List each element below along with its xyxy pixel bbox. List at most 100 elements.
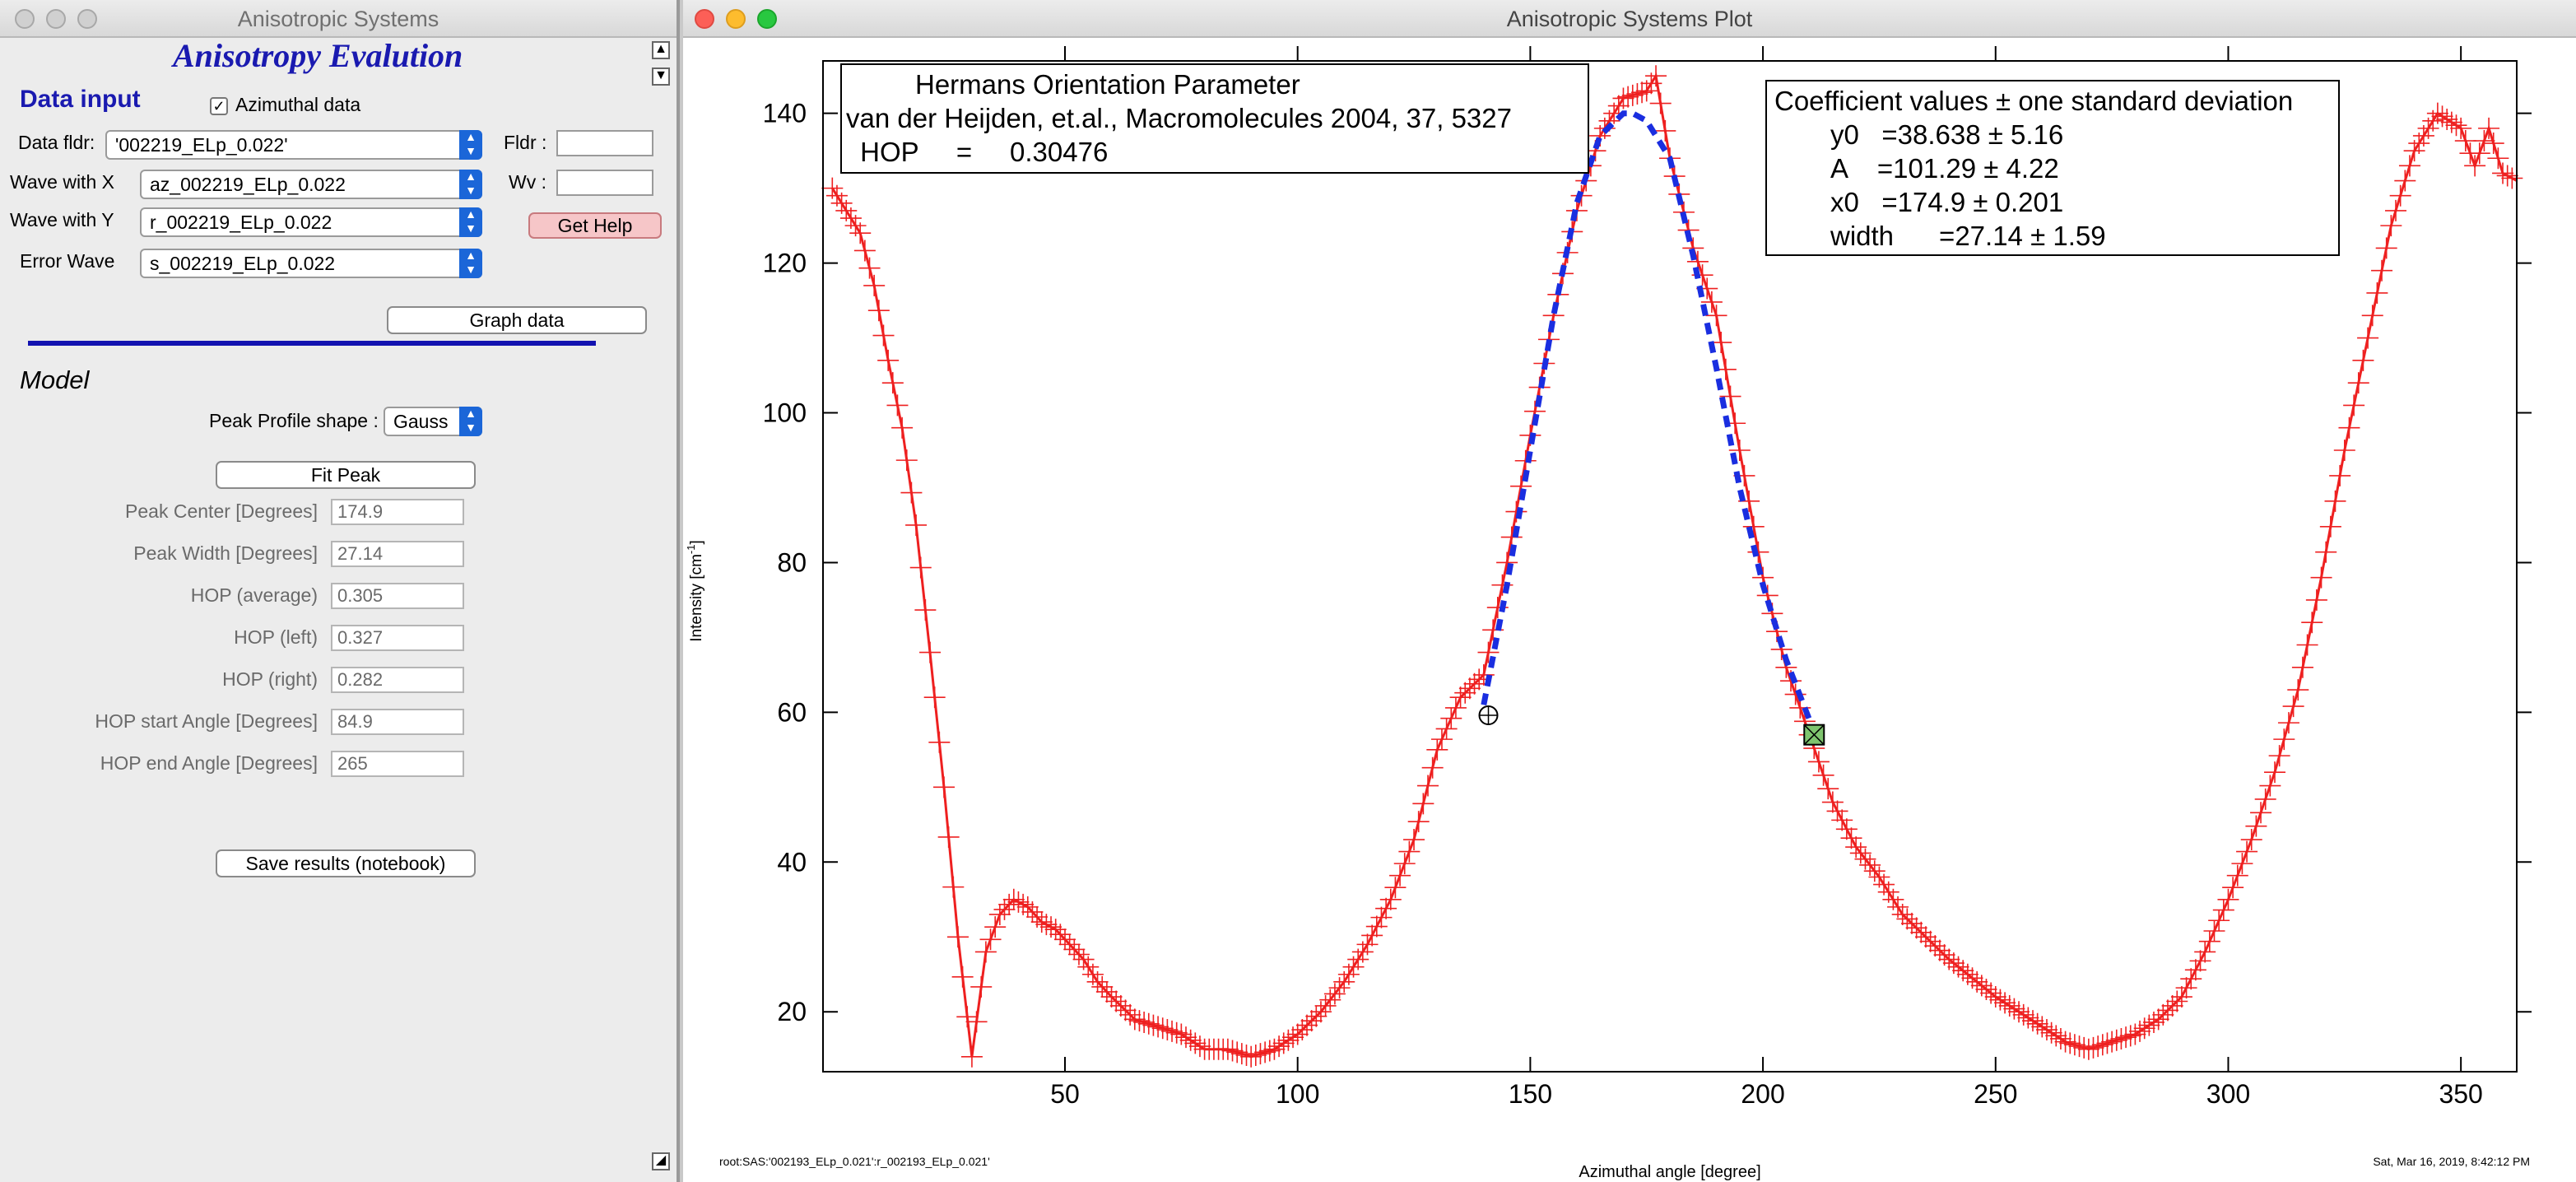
data-point-marker [1859,854,1881,876]
data-point-marker [1430,728,1453,751]
data-point-marker [1147,1016,1169,1038]
data-point-marker [1258,1040,1281,1062]
wave-x-value: az_002219_ELp_0.022 [150,174,346,195]
data-point-marker [1007,891,1030,913]
data-point-marker [1165,1021,1188,1044]
resize-grip-icon[interactable]: ◢ [652,1152,670,1170]
data-point-marker [2082,1036,2104,1059]
peak-profile-select[interactable]: Gauss ▲ ▼ [384,407,482,436]
data-point-marker [849,222,872,244]
result-value-field[interactable]: 0.327 [331,625,464,651]
error-wave-select[interactable]: s_002219_ELp_0.022 ▲ ▼ [140,249,482,278]
data-point-marker [1263,1038,1286,1060]
data-point-marker [2156,999,2178,1021]
y-tick-label: 120 [763,249,807,278]
data-point-marker [1891,903,1913,925]
data-point-marker [1221,1040,1244,1062]
result-value-field[interactable]: 84.9 [331,709,464,735]
data-point-marker [1272,1032,1295,1054]
result-value-field[interactable]: 174.9 [331,499,464,525]
data-point-marker [2040,1021,2062,1044]
data-point-marker [1845,836,1867,859]
minimize-window-button[interactable] [46,9,66,29]
data-point-marker [2175,977,2197,999]
data-point-marker [1984,986,2006,1008]
data-point-marker [2296,634,2318,656]
data-point-marker [2240,829,2262,851]
data-point-marker [1617,86,1639,108]
data-point-marker [2375,237,2397,259]
data-point-marker [1910,921,1932,943]
graph-data-button[interactable]: Graph data [387,306,647,334]
data-point-marker [1323,983,1346,1005]
data-point-marker [2282,696,2304,718]
scroll-down-icon[interactable]: ▼ [652,67,670,86]
result-value-field[interactable]: 27.14 [331,541,464,567]
data-point-marker [1030,911,1053,933]
annotation-line: van der Heijden, et.al., Macromolecules … [846,103,1512,133]
wave-x-select[interactable]: az_002219_ELp_0.022 ▲ ▼ [140,170,482,199]
data-point-marker [2189,950,2211,972]
end-angle-marker-cross [1803,724,1825,746]
result-label: Peak Width [Degrees] [133,542,318,564]
data-point-marker [1142,1014,1165,1036]
zoom-window-button[interactable] [77,9,97,29]
data-point-marker [1854,848,1876,870]
data-point-marker [1249,1043,1272,1065]
azimuthal-checkbox[interactable]: ✓ [210,97,228,115]
data-point-marker [2222,877,2244,899]
data-point-marker [1067,943,1090,966]
result-label: HOP end Angle [Degrees] [100,752,318,774]
data-point-marker [2049,1027,2071,1049]
data-point-marker [2115,1026,2137,1049]
data-point-marker [1291,1019,1314,1041]
zoom-window-button[interactable] [757,9,777,29]
minimize-window-button[interactable] [726,9,746,29]
data-point-marker [2022,1010,2044,1032]
data-point-marker [2431,105,2453,128]
result-value-field[interactable]: 0.305 [331,583,464,609]
data-input-heading: Data input [20,86,141,113]
close-window-button[interactable] [695,9,714,29]
data-point-marker [1016,896,1039,918]
data-point-marker [1021,900,1044,923]
fldr-field[interactable] [556,130,653,156]
wv-field[interactable] [556,170,653,196]
data-point-marker [2347,372,2369,394]
data-point-marker [2357,327,2379,349]
save-results-button[interactable]: Save results (notebook) [216,849,476,877]
data-point-marker [2385,199,2406,221]
data-point-marker [905,514,928,536]
data-point-marker [2389,184,2411,207]
data-point-marker [2184,959,2206,981]
data-point-marker [2301,612,2323,634]
data-fldr-select[interactable]: '002219_ELp_0.022' ▲ ▼ [105,130,482,160]
data-point-marker [1161,1020,1183,1042]
data-point-marker [2394,170,2416,192]
data-point-marker [2231,853,2253,875]
result-value-field[interactable]: 265 [331,751,464,777]
close-window-button[interactable] [15,9,35,29]
get-help-button[interactable]: Get Help [528,212,662,239]
data-point-marker [979,928,1002,951]
data-point-marker [2063,1034,2085,1056]
data-point-marker [867,300,890,322]
data-point-marker [1901,912,1923,934]
data-point-marker [853,240,876,262]
result-value-field[interactable]: 0.282 [331,667,464,693]
data-point-marker [1119,1003,1142,1026]
section-divider [28,341,596,346]
fit-peak-button[interactable]: Fit Peak [216,461,476,489]
data-point-marker [2105,1029,2127,1051]
data-point-marker [2087,1035,2109,1058]
chevron-updown-icon: ▲ ▼ [459,170,482,199]
data-point-marker [2277,712,2299,734]
coefficient-annotation-box [1765,80,2340,256]
wave-y-select[interactable]: r_002219_ELp_0.022 ▲ ▼ [140,207,482,237]
data-point-marker [1156,1019,1179,1041]
scroll-up-icon[interactable]: ▲ [652,41,670,59]
data-point-marker [858,257,881,279]
x-tick-label: 200 [1741,1079,1784,1109]
data-point-marker [1268,1035,1290,1058]
data-point-marker [2371,259,2393,282]
